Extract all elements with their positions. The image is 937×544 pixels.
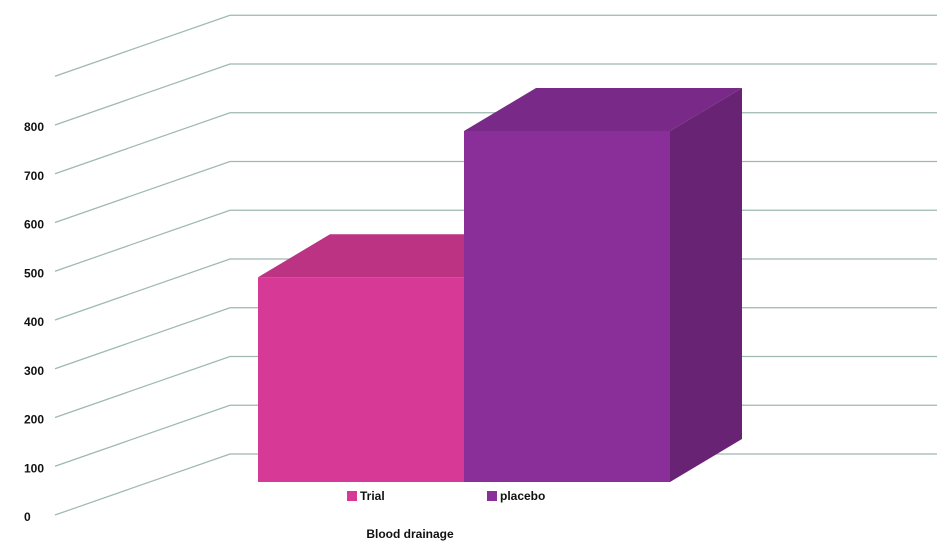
y-tick-label: 100 [24,461,44,475]
y-tick-label: 300 [24,364,44,378]
y-tick-label: 600 [24,218,44,232]
x-tick-label: Blood drainage [366,527,454,541]
bar-top [464,88,742,131]
bar-side [670,88,742,482]
y-tick-label: 800 [24,120,44,134]
y-tick-label: 0 [24,510,31,524]
y-tick-label: 200 [24,413,44,427]
y-tick-label: 700 [24,169,44,183]
bar-front [464,131,670,482]
grid-line [54,14,937,77]
y-tick-label: 500 [24,266,44,280]
grid-line [54,63,937,126]
legend-label: Trial [360,489,385,503]
legend-swatch [487,491,497,501]
legend-label: placebo [500,489,545,503]
bar-front [258,277,464,482]
legend-swatch [347,491,357,501]
y-tick-label: 400 [24,315,44,329]
